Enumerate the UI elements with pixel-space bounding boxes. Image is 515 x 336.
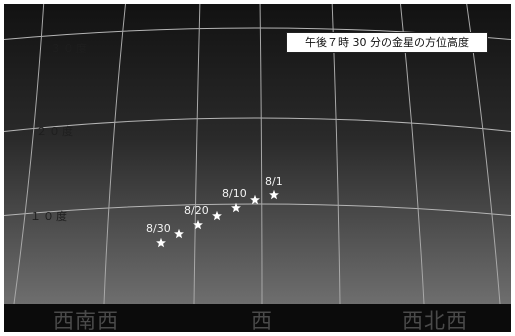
sky-chart: [4, 4, 511, 304]
date-label-0820: 8/20: [184, 204, 209, 217]
chart-title: 午後７時 30 分の金星の方位高度: [286, 32, 488, 53]
altitude-line-20: [4, 117, 511, 132]
altitude-line-10: [4, 203, 511, 217]
azimuth-line-4: [259, 4, 263, 304]
altitude-label-20: ２０度: [36, 125, 75, 138]
venus-star-marker: [174, 228, 184, 239]
venus-star-marker: [231, 202, 241, 213]
date-label-0810: 8/10: [222, 187, 247, 200]
azimuth-line-1: [13, 4, 45, 304]
direction-west-northwest: 西北西: [402, 309, 468, 333]
venus-star-marker: [212, 210, 222, 221]
altitude-label-30: ３０度: [50, 42, 89, 55]
horizon-ground: 西南西 西 西北西: [4, 304, 511, 333]
altitude-label-10: １０度: [30, 210, 69, 223]
date-label-0801: 8/1: [265, 175, 283, 188]
azimuth-line-2: [103, 4, 126, 304]
venus-positions: [156, 189, 279, 248]
venus-star-marker: [269, 189, 279, 200]
direction-west: 西: [251, 309, 273, 333]
sky-area: [4, 4, 511, 304]
sky-background: [4, 4, 511, 304]
date-label-0830: 8/30: [146, 222, 171, 235]
direction-west-southwest: 西南西: [53, 309, 119, 333]
venus-star-marker: [193, 219, 203, 230]
venus-star-marker: [156, 237, 166, 248]
venus-star-marker: [250, 194, 260, 205]
azimuth-line-3: [193, 4, 201, 304]
